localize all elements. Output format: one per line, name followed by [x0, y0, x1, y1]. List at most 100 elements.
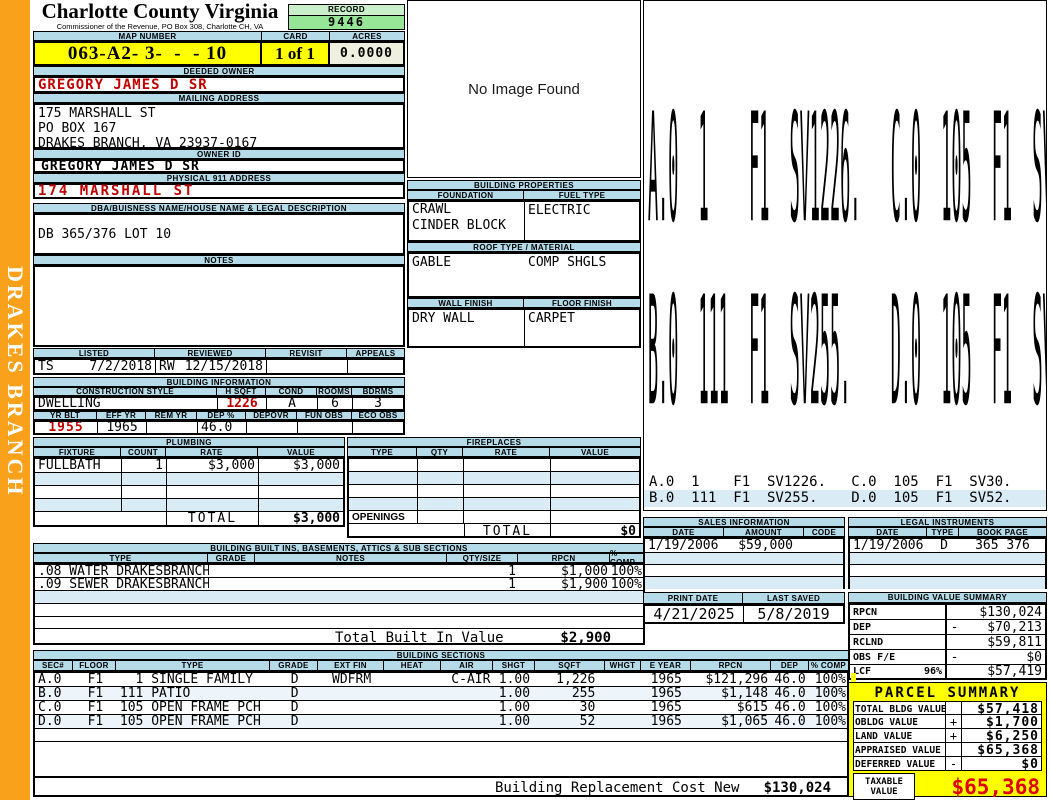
table-row — [645, 553, 843, 565]
plumbing-rate: $3,000 — [167, 459, 259, 472]
taxable-row: TAXABLE VALUE $65,368 — [853, 773, 1042, 800]
table-row — [35, 486, 343, 499]
depovr-label: DEPOVR — [246, 411, 297, 420]
table-row — [35, 591, 643, 604]
plumbing-header-value: VALUE — [258, 447, 345, 457]
revisit-value — [267, 360, 348, 373]
acres-value: 0.0000 — [330, 41, 405, 66]
bdrms-value: 3 — [374, 398, 382, 409]
section-shgt: 1.00 — [498, 715, 531, 728]
rcn-label: Building Replacement Cost New — [495, 780, 740, 796]
section-type: 1 SINGLE FAMILY — [119, 673, 253, 686]
parcel-value: $57,418 — [977, 702, 1039, 717]
listed-value: TS 7/2/2018 — [35, 360, 156, 373]
map-number-value: 063-A2- 3- - - 10 — [33, 41, 262, 66]
funobs-value — [298, 422, 353, 433]
fireplaces-title: FIREPLACES — [347, 437, 641, 447]
owner-id-value: GREGORY JAMES D SR — [33, 159, 405, 174]
section-row — [35, 729, 847, 742]
notes-box — [33, 265, 405, 347]
no-image-text: No Image Found — [468, 80, 580, 98]
section-heat — [385, 701, 442, 714]
sections-header: FLOOR — [73, 660, 116, 671]
built-ins-total-label: Total Built In Value — [335, 630, 504, 646]
section-extfin — [319, 701, 385, 714]
section-extfin — [319, 715, 385, 728]
section-floor: F1 — [87, 701, 104, 714]
section-rpcn: $1,065 — [721, 715, 769, 728]
vs-value: $0 — [1026, 650, 1042, 664]
dba-value: DB 365/376 LOT 10 — [38, 227, 172, 242]
section-shgt: 1.00 — [498, 673, 531, 686]
section-shgt: 1.00 — [498, 701, 531, 714]
table-row — [349, 485, 639, 498]
section-comp: 100% — [814, 715, 846, 728]
plumbing-count: 1 — [122, 459, 167, 472]
plumbing-header-fixture: FIXTURE — [33, 447, 121, 457]
value-summary-row: LCF 96% $57,419 — [850, 665, 1045, 678]
notes-label: NOTES — [33, 255, 405, 265]
section-sec: B.0 — [38, 687, 62, 700]
built-in-type: .09 SEWER DRAKESBRANCH C — [38, 578, 209, 590]
sketch-vector-line: A.0 1 F1 SV1226. C.0 105 F1 SV30. — [648, 79, 1047, 258]
mailing-line: DRAKES BRANCH, VA 23937-0167 — [38, 136, 258, 151]
plumbing-header-rate: RATE — [166, 447, 258, 457]
vs-label: RCLND — [850, 635, 947, 649]
built-ins-header-rpcn: RPCN — [518, 553, 610, 563]
ecoobs-label: ECO OBS — [352, 411, 405, 420]
parcel-sign: + — [946, 729, 962, 743]
section-heat — [385, 687, 442, 700]
table-row: .08 WATER DRAKESBRANCH C 1 $1,000 100% — [35, 565, 643, 578]
value-summary-row: OBS F/E - $0 — [850, 650, 1045, 665]
appeals-label: APPEALS — [347, 348, 405, 358]
parcel-summary-panel: PARCEL SUMMARY TOTAL BLDG VALUE $57,418 … — [848, 682, 1047, 800]
cond-value: A — [267, 398, 318, 409]
fireplaces-openings-row: OPENINGS — [349, 511, 639, 524]
value-summary-row: RCLND $59,811 — [850, 635, 1045, 650]
section-extfin: WDFRM — [332, 673, 372, 686]
appeals-value — [348, 360, 403, 373]
wall-finish-label: WALL FINISH — [407, 298, 524, 308]
vs-value: $59,811 — [987, 635, 1042, 649]
owner-id-label: OWNER ID — [33, 149, 405, 159]
section-heat — [385, 673, 442, 686]
parcel-row: APPRAISED VALUE $65,368 — [853, 743, 1042, 758]
section-grade: D — [290, 701, 299, 714]
section-sec: D.0 — [38, 715, 62, 728]
vs-sign: - — [950, 650, 959, 664]
bdrms-label: BDRMS — [352, 387, 405, 396]
sections-rcn-row: Building Replacement Cost New $130,024 — [35, 776, 847, 796]
vs-label: DEP — [850, 620, 947, 634]
dep-value: 46.0 — [198, 422, 247, 433]
last-saved-value: 5/8/2019 — [757, 606, 830, 622]
sections-header: AIR — [441, 660, 493, 671]
foundation-label: FOUNDATION — [407, 190, 524, 200]
section-sqft: 255 — [571, 687, 596, 700]
table-row: .09 SEWER DRAKESBRANCH C 1 $1,900 100% — [35, 578, 643, 591]
sections-header: RPCN — [691, 660, 771, 671]
vs-label: OBS F/E — [850, 650, 947, 664]
vs-sign: - — [950, 620, 959, 634]
mailing-line: PO BOX 167 — [38, 121, 117, 136]
section-sqft: 1,226 — [556, 673, 596, 686]
fireplaces-total-label: TOTAL — [464, 524, 551, 538]
parcel-summary-title: PARCEL SUMMARY — [874, 685, 1021, 701]
parcel-sign — [946, 743, 962, 756]
section-extfin — [319, 687, 385, 700]
dba-label: DBA/BUISNESS NAME/HOUSE NAME & LEGAL DES… — [33, 203, 405, 213]
effyr-label: EFF YR — [97, 411, 146, 420]
building-properties-title: BUILDING PROPERTIES — [407, 180, 641, 190]
table-row — [645, 577, 843, 589]
physical-address-label: PHYSICAL 911 ADDRESS — [33, 173, 405, 183]
section-sqft: 52 — [579, 715, 596, 728]
reviewed-value: RW 12/15/2018 — [156, 360, 267, 373]
sketch-legend-line: A.0 1 F1 SV1226. C.0 105 F1 SV30. — [649, 474, 1012, 490]
sketch-vector-line: B.0 111 F1 SV255. D.0 105 F1 SV52. — [648, 262, 1047, 441]
parcel-value: $65,368 — [977, 743, 1039, 758]
parcel-label: TOTAL BLDG VALUE — [855, 702, 947, 715]
section-grade: D — [290, 687, 299, 700]
section-whgt — [605, 715, 641, 728]
section-dep: 46.0 — [774, 715, 806, 728]
deeded-owner-label: DEEDED OWNER — [33, 66, 405, 76]
parcel-row: DEFERRED VALUE - $0 — [853, 757, 1042, 772]
